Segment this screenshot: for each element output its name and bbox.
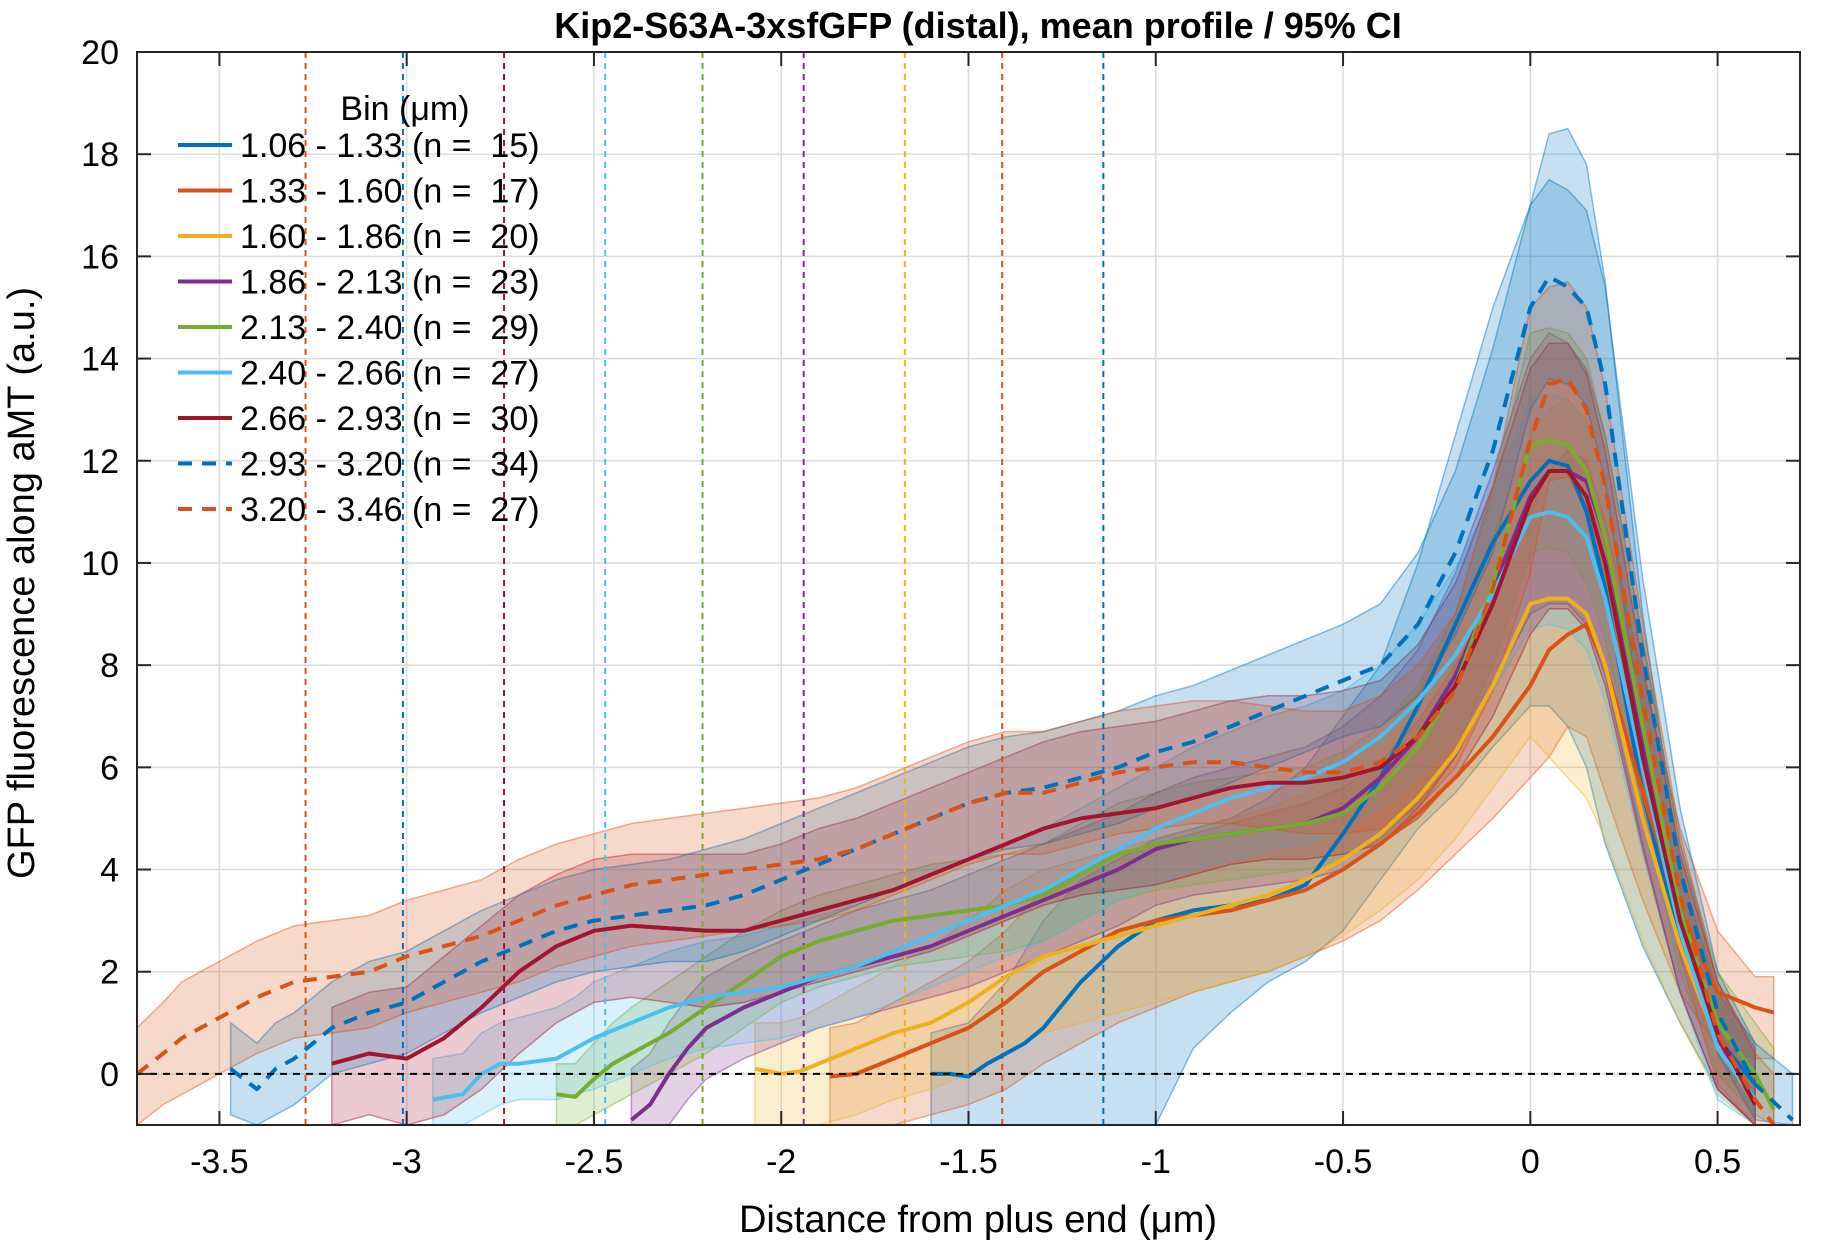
legend-entry-label: 3.20 - 3.46 (n = 27) <box>240 491 540 529</box>
x-tick-label: -0.5 <box>1314 1143 1373 1181</box>
x-tick-label: 0.5 <box>1694 1143 1741 1181</box>
y-tick-label: 4 <box>100 852 119 890</box>
y-tick-label: 6 <box>100 749 119 787</box>
y-tick-label: 18 <box>81 136 119 174</box>
legend-entry-label: 1.06 - 1.33 (n = 15) <box>240 127 540 165</box>
ci-band <box>829 449 1775 1126</box>
legend-entry-label: 1.86 - 2.13 (n = 23) <box>240 264 540 302</box>
legend-entry-label: 2.66 - 2.93 (n = 30) <box>240 400 540 438</box>
y-axis-title: GFP fluorescence along aMT (a.u.) <box>1 287 43 879</box>
legend-entry-label: 2.40 - 2.66 (n = 27) <box>240 355 540 393</box>
y-tick-label: 10 <box>81 545 119 583</box>
legend-entry-label: 1.60 - 1.86 (n = 20) <box>240 218 540 256</box>
series-line <box>135 377 1776 1127</box>
y-tick-label: 20 <box>81 34 119 72</box>
y-tick-label: 14 <box>81 341 119 379</box>
y-tick-label: 0 <box>100 1056 119 1094</box>
x-tick-label: -1.5 <box>939 1143 998 1181</box>
x-tick-label: -2.5 <box>565 1143 624 1181</box>
legend-entry-label: 1.33 - 1.60 (n = 17) <box>240 173 540 211</box>
series-line <box>931 458 1757 1086</box>
y-tick-label: 16 <box>81 238 119 276</box>
x-tick-label: -1 <box>1141 1143 1171 1181</box>
series-line <box>754 596 1757 1106</box>
x-tick-label: 0 <box>1521 1143 1540 1181</box>
grid-lines <box>137 51 1800 1125</box>
series-line <box>229 274 1794 1122</box>
x-axis-title: Distance from plus end (μm) <box>739 1199 1217 1241</box>
x-tick-label: -3 <box>392 1143 422 1181</box>
legend-title: Bin (μm) <box>340 90 469 128</box>
x-tick-label: -3.5 <box>190 1143 249 1181</box>
legend-entry-label: 2.13 - 2.40 (n = 29) <box>240 309 540 347</box>
axis-ticks: -3.5 -3 -2.5 -2 -1.5 -1 -0.5 0 0.5 0 2 4 6 8 10 12 14 16 1… <box>81 34 1800 1181</box>
chart-title: Kip2-S63A-3xsfGFP (distal), mean profile… <box>554 5 1402 46</box>
series-line <box>829 622 1775 1079</box>
legend-entry-label: 2.93 - 3.20 (n = 34) <box>240 446 540 484</box>
legend: Bin (μm) 1.06 - 1.33 (n = 15) 1.33 - 1.60… <box>178 90 540 529</box>
y-tick-label: 8 <box>100 647 119 685</box>
series-line <box>556 438 1776 1111</box>
series-lines <box>135 274 1794 1127</box>
bin-cutoff-lines <box>304 52 1105 1125</box>
series-line <box>331 469 1757 1106</box>
y-tick-label: 12 <box>81 443 119 481</box>
y-tick-label: 2 <box>100 954 119 992</box>
series-line <box>432 509 1757 1102</box>
x-tick-label: -2 <box>766 1143 796 1181</box>
